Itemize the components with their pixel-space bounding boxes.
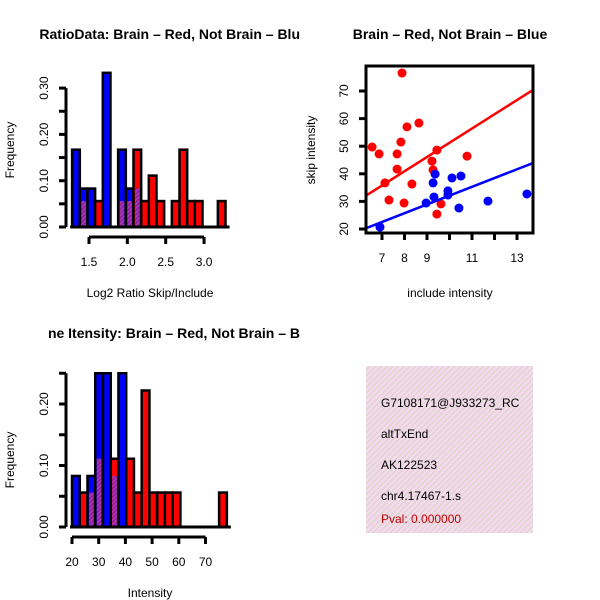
histogram-bar-overlap	[96, 458, 102, 526]
scatter-point-blue	[447, 173, 457, 183]
scatter-point-red	[397, 68, 407, 78]
intensity-histogram-xlabel: Intensity	[128, 586, 173, 600]
scatter-x-tick-label: 9	[424, 251, 431, 265]
scatter-point-red	[432, 209, 442, 219]
info-panel-background	[366, 366, 533, 533]
ratio-histogram: RatioData: Brain – Red, Not Brain – Blu …	[3, 26, 300, 300]
scatter-x-tick-label: 7	[379, 251, 386, 265]
scatter-point-red	[380, 178, 390, 188]
histogram-bar-red	[216, 199, 227, 229]
scatter-y-tick-label: 20	[337, 222, 351, 236]
scatter-point-red	[436, 199, 446, 209]
scatter-point-red	[414, 118, 424, 128]
intensity-scatter: Brain – Red, Not Brain – Blue include in…	[304, 26, 547, 300]
scatter-point-red	[402, 122, 412, 132]
regression-line-red	[366, 88, 533, 197]
scatter-x-tick-label: 11	[466, 251, 479, 265]
info-accession: AK122523	[381, 458, 437, 472]
scatter-point-blue	[430, 169, 440, 179]
scatter-point-blue	[456, 171, 466, 181]
histogram-bar-blue	[101, 71, 112, 229]
ratio-histogram-x-tick-label: 2.5	[157, 255, 174, 269]
scatter-point-red	[384, 195, 394, 205]
intensity-histogram-x-tick-label: 50	[145, 555, 159, 569]
scatter-plot-area	[366, 68, 533, 232]
scatter-point-red	[374, 149, 384, 159]
scatter-point-blue	[483, 196, 493, 206]
scatter-point-red	[396, 137, 406, 147]
scatter-frame	[364, 64, 535, 235]
scatter-x-tick-label: 13	[510, 251, 524, 265]
scatter-title: Brain – Red, Not Brain – Blue	[353, 26, 548, 42]
intensity-histogram-x-tick-label: 40	[119, 555, 133, 569]
ratio-histogram-xlabel: Log2 Ratio Skip/Include	[87, 286, 214, 300]
info-event-id: G7108171@J933273_RC	[381, 396, 520, 410]
info-pval: Pval: 0.000000	[381, 512, 461, 526]
histogram-bar-overlap	[81, 201, 86, 226]
ratio-histogram-y-tick-label: 0.00	[37, 215, 51, 239]
ratio-histogram-title: RatioData: Brain – Red, Not Brain – Blu	[39, 26, 300, 42]
ratio-histogram-y-tick-label: 0.30	[37, 76, 51, 100]
scatter-point-red	[432, 145, 442, 155]
scatter-point-red	[462, 151, 472, 161]
scatter-point-blue	[375, 222, 385, 232]
ratio-histogram-x-tick-label: 3.0	[196, 255, 213, 269]
intensity-histogram-y-tick-label: 0.10	[37, 453, 51, 477]
scatter-y-tick-label: 60	[337, 112, 351, 126]
scatter-point-red	[392, 164, 402, 174]
scatter-y-tick-label: 50	[337, 139, 351, 153]
info-event-type: altTxEnd	[381, 427, 428, 441]
scatter-ylabel: skip intensity	[304, 116, 318, 185]
histogram-bar-overlap	[127, 201, 132, 226]
histogram-bar-red	[217, 491, 229, 529]
scatter-y-tick-label: 30	[337, 194, 351, 208]
histogram-bar-red	[193, 199, 204, 229]
scatter-point-red	[392, 149, 402, 159]
intensity-histogram-x-tick-label: 70	[199, 555, 213, 569]
histogram-bar-overlap	[88, 492, 94, 526]
scatter-y-tick-label: 40	[337, 167, 351, 181]
scatter-point-blue	[421, 198, 431, 208]
scatter-point-blue	[454, 203, 464, 213]
ratio-histogram-y-tick-label: 0.20	[37, 122, 51, 146]
intensity-histogram-x-tick-label: 30	[92, 555, 106, 569]
info-panel: G7108171@J933273_RC altTxEnd AK122523 ch…	[366, 366, 533, 533]
histogram-bar-overlap	[134, 188, 140, 226]
scatter-point-red	[407, 179, 417, 189]
intensity-histogram-y-tick-label: 0.00	[37, 515, 51, 539]
intensity-histogram-x-tick-label: 20	[65, 555, 79, 569]
scatter-y-tick-label: 70	[337, 84, 351, 98]
intensity-histogram-x-tick-label: 60	[172, 555, 186, 569]
scatter-point-blue	[428, 178, 438, 188]
histogram-bar-overlap	[112, 475, 117, 526]
intensity-histogram-ylabel: Frequency	[3, 432, 17, 489]
scatter-point-red	[427, 156, 437, 166]
ratio-histogram-x-tick-label: 1.5	[81, 255, 98, 269]
ratio-histogram-y-tick-label: 0.10	[37, 169, 51, 193]
scatter-point-blue	[429, 192, 439, 202]
ratio-histogram-x-tick-label: 2.0	[119, 255, 136, 269]
histogram-bar-red	[155, 199, 166, 229]
intensity-histogram: ne Itensity: Brain – Red, Not Brain – B …	[3, 325, 300, 600]
histogram-bar-red	[171, 491, 182, 529]
intensity-histogram-y-tick-label: 0.20	[37, 392, 51, 416]
scatter-point-red	[367, 142, 377, 152]
scatter-point-red	[399, 198, 409, 208]
intensity-histogram-title: ne Itensity: Brain – Red, Not Brain – B	[48, 325, 300, 341]
scatter-point-blue	[443, 190, 453, 200]
scatter-xlabel: include intensity	[407, 286, 492, 300]
histogram-bar-overlap	[119, 201, 125, 226]
scatter-point-blue	[522, 189, 532, 199]
scatter-x-tick-label: 8	[401, 251, 408, 265]
info-locus: chr4.17467-1.s	[381, 489, 461, 503]
ratio-histogram-ylabel: Frequency	[3, 122, 17, 179]
